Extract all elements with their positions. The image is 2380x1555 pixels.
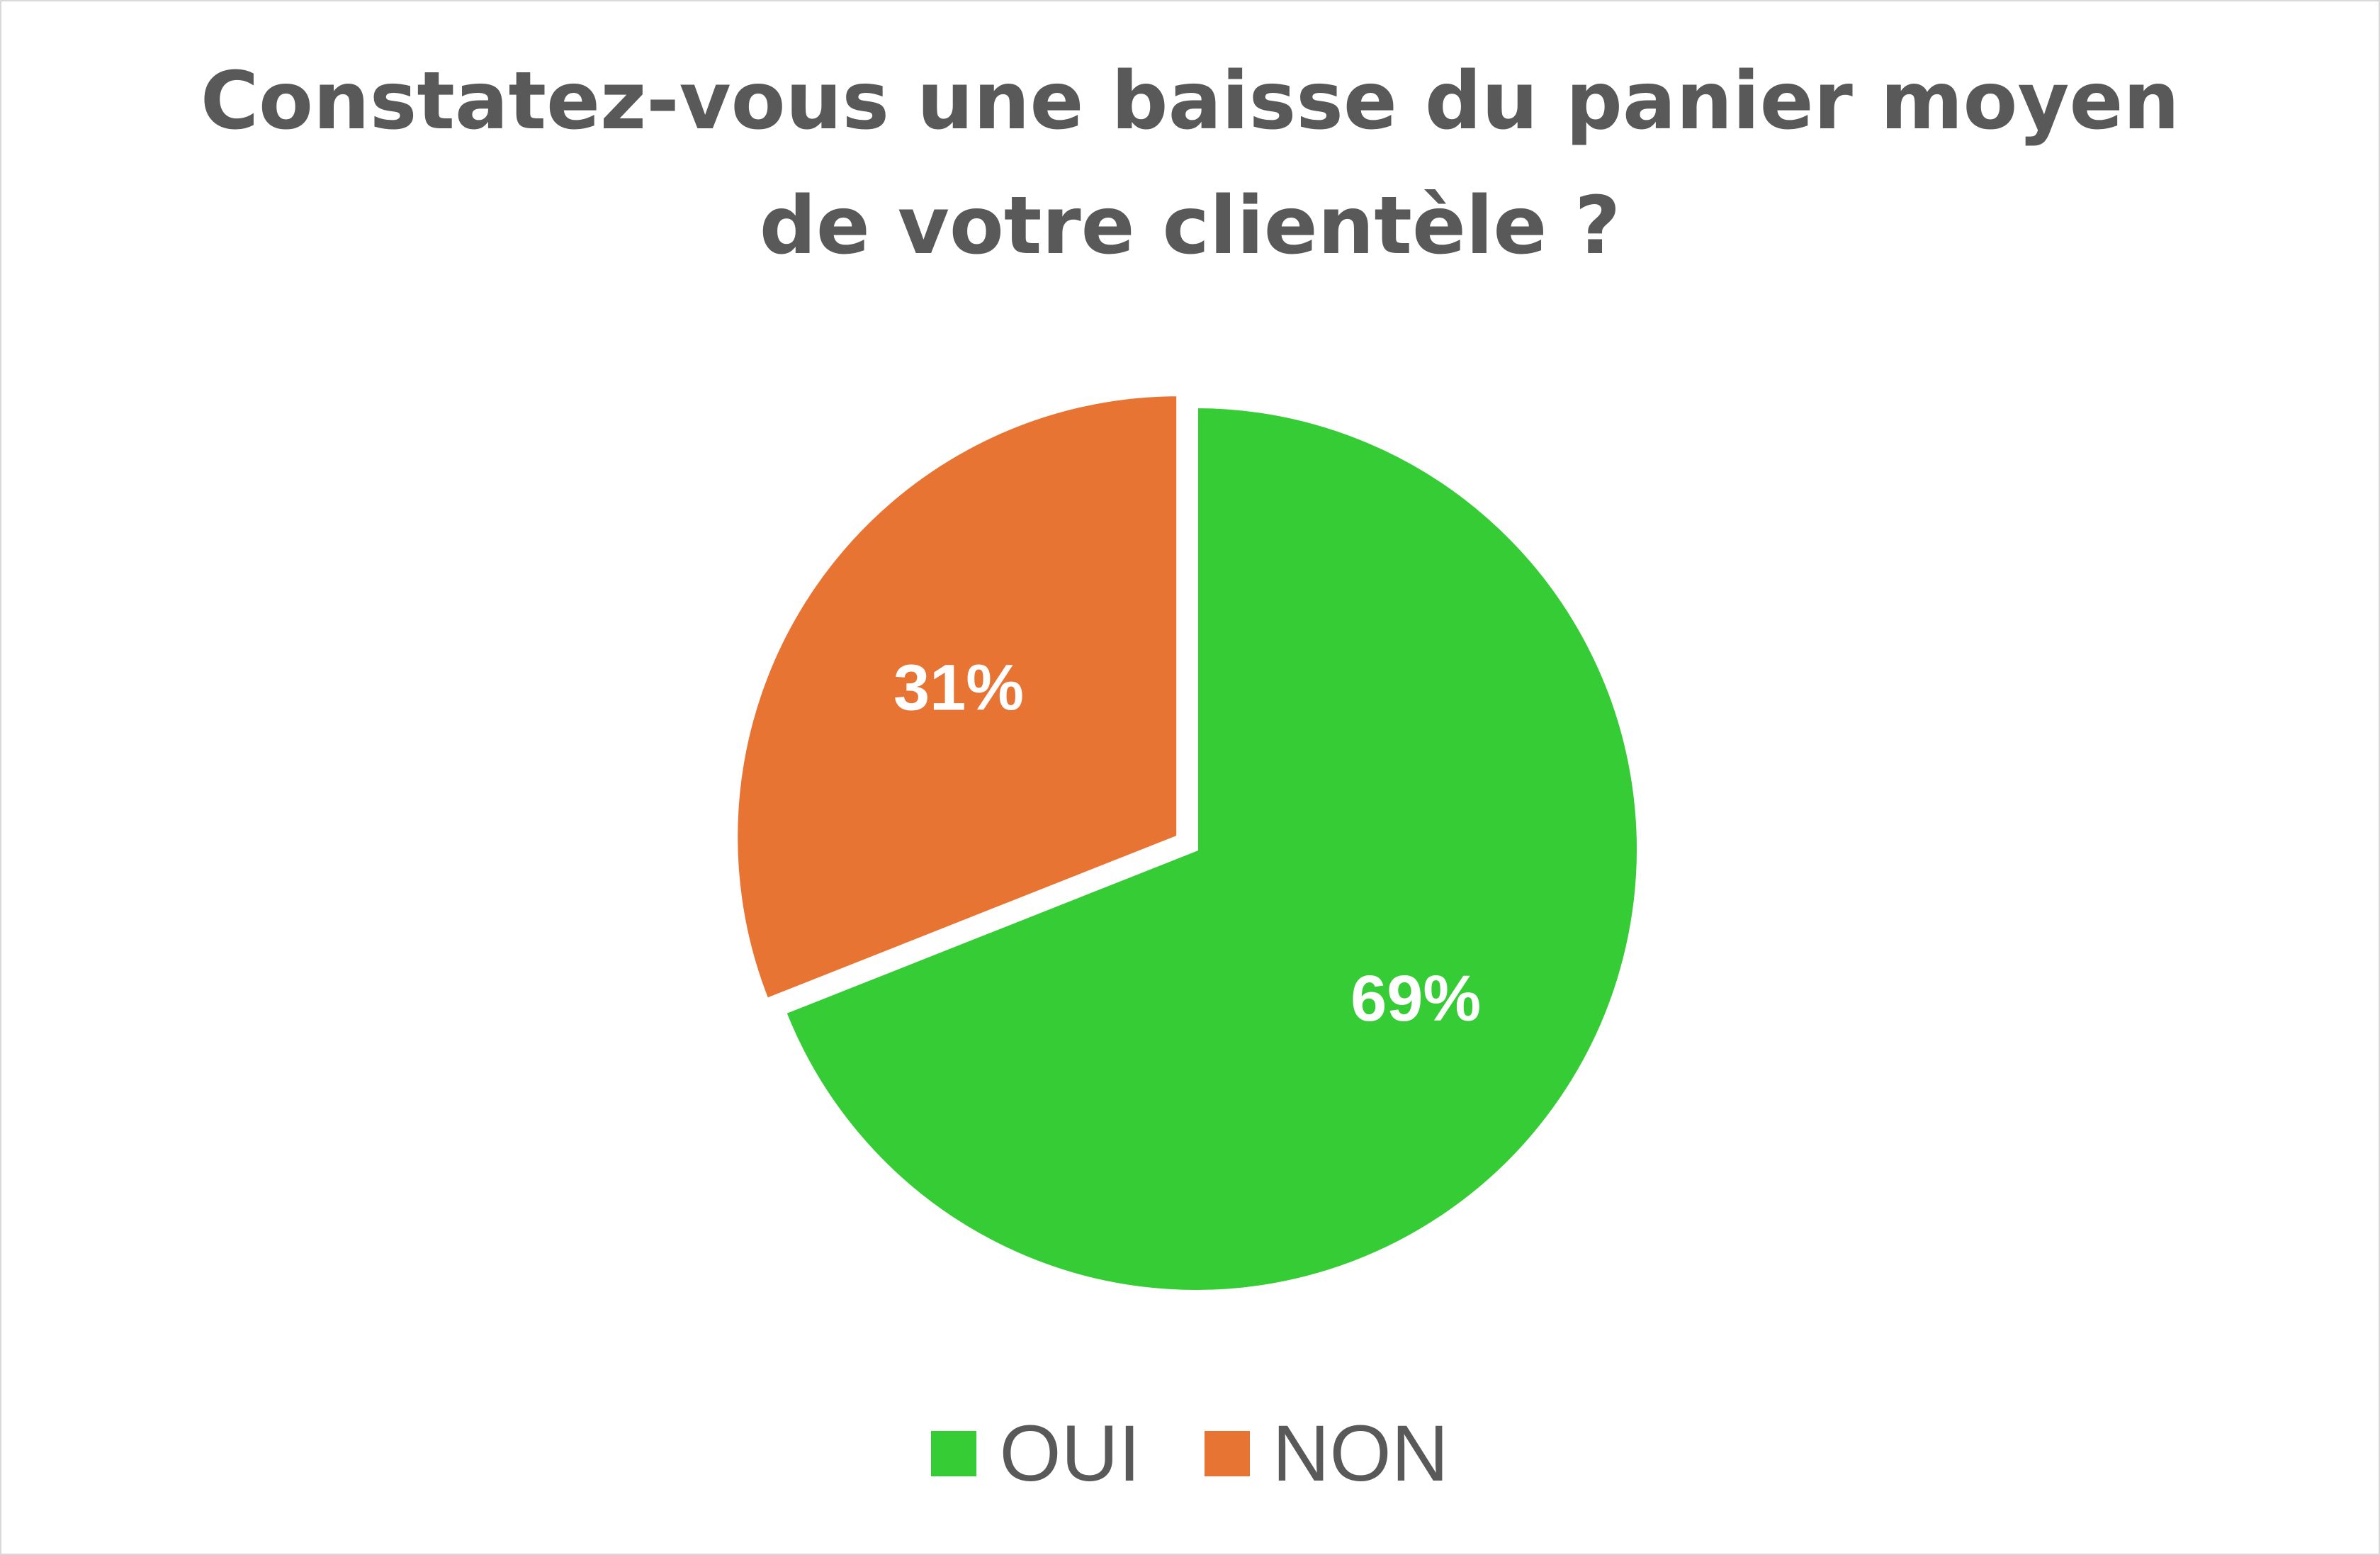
legend-label-non: NON	[1272, 1409, 1449, 1498]
pie-slice-oui	[781, 403, 1641, 1294]
chart-title: Constatez-vous une baisse du panier moye…	[0, 39, 2380, 288]
pie-slice-non	[733, 392, 1181, 1004]
data-label-oui: 69%	[1350, 962, 1481, 1035]
chart-title-line-1: Constatez-vous une baisse du panier moye…	[200, 55, 2180, 147]
legend-item-oui: OUI	[931, 1409, 1141, 1498]
data-label-non: 31%	[893, 651, 1024, 724]
legend-item-non: NON	[1204, 1409, 1449, 1498]
legend-swatch-oui	[931, 1431, 977, 1476]
chart-legend: OUI NON	[0, 1414, 2380, 1493]
chart-title-line-2: de votre clientèle ?	[759, 180, 1621, 272]
legend-swatch-non	[1204, 1431, 1250, 1476]
legend-label-oui: OUI	[999, 1409, 1141, 1498]
